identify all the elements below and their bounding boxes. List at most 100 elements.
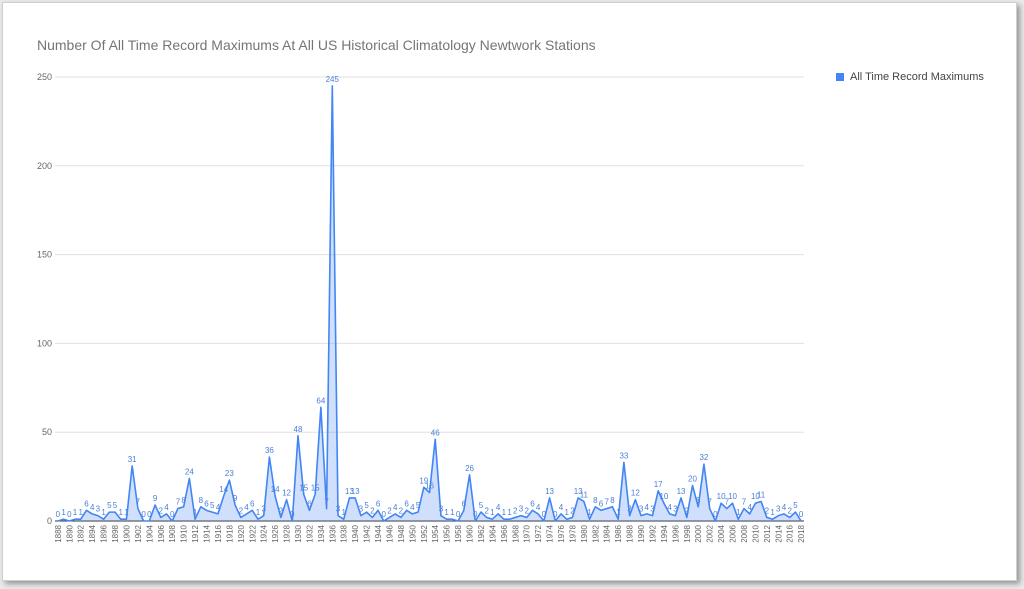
x-tick-label: 1980 [580, 524, 589, 542]
x-tick-label: 1956 [443, 524, 452, 542]
data-label: 2 [370, 506, 375, 515]
data-label: 1 [101, 508, 106, 517]
data-label: 2 [570, 506, 575, 515]
data-label: 24 [185, 467, 194, 476]
x-tick-label: 1920 [237, 524, 246, 542]
x-tick-label: 1934 [317, 524, 326, 542]
data-label: 2 [159, 506, 164, 515]
data-label: 0 [542, 510, 547, 519]
x-tick-label: 1896 [100, 524, 109, 542]
x-tick-label: 2012 [763, 524, 772, 542]
y-tick-label: 0 [47, 516, 52, 526]
data-label: 13 [351, 487, 360, 496]
x-tick-label: 1988 [626, 524, 635, 542]
x-tick-label: 1976 [557, 524, 566, 542]
x-tick-label: 1994 [660, 524, 669, 542]
x-tick-label: 2008 [740, 524, 749, 542]
data-label: 2 [765, 506, 770, 515]
x-tick-label: 1960 [466, 524, 475, 542]
x-tick-label: 1942 [363, 524, 372, 542]
data-label: 4 [536, 503, 541, 512]
data-label: 7 [707, 498, 712, 507]
data-label: 7 [742, 498, 747, 507]
legend-label: All Time Record Maximums [850, 71, 984, 83]
data-label: 0 [382, 510, 387, 519]
data-label: 64 [316, 396, 325, 405]
x-tick-label: 1936 [328, 524, 337, 542]
x-tick-label: 1952 [420, 524, 429, 542]
data-label: 7 [324, 498, 329, 507]
data-label: 33 [619, 451, 628, 460]
data-label: 17 [654, 480, 663, 489]
data-label: 19 [419, 476, 428, 485]
data-label: 2 [513, 506, 518, 515]
x-tick-label: 1898 [111, 524, 120, 542]
data-label: 245 [326, 75, 340, 84]
data-label: 5 [210, 501, 215, 510]
x-tick-label: 1974 [546, 524, 555, 542]
x-tick-label: 1940 [351, 524, 360, 542]
data-label: 3 [261, 505, 266, 514]
data-label: 36 [265, 446, 274, 455]
data-label: 6 [84, 499, 89, 508]
x-tick-label: 2000 [694, 524, 703, 542]
data-label: 7 [136, 498, 141, 507]
x-tick-label: 1962 [477, 524, 486, 542]
data-label: 4 [393, 503, 398, 512]
data-label: 1 [119, 508, 124, 517]
x-tick-label: 1972 [534, 524, 543, 542]
data-label: 1 [450, 508, 455, 517]
data-label: 1 [507, 508, 512, 517]
x-tick-label: 1894 [88, 524, 97, 542]
data-label: 5 [364, 501, 369, 510]
data-label: 3 [359, 505, 364, 514]
x-tick-label: 1904 [145, 524, 154, 542]
y-tick-label: 50 [42, 427, 52, 437]
data-label: 6 [250, 499, 255, 508]
data-label: 1 [502, 508, 507, 517]
data-label: 4 [164, 503, 169, 512]
x-tick-label: 1990 [637, 524, 646, 542]
x-tick-label: 1892 [77, 524, 86, 542]
data-label: 2 [787, 506, 792, 515]
x-tick-label: 2014 [774, 524, 783, 542]
data-label: 3 [673, 505, 678, 514]
data-label: 5 [107, 501, 112, 510]
x-tick-label: 1922 [248, 524, 257, 542]
data-label: 4 [216, 503, 221, 512]
data-label: 2 [524, 506, 529, 515]
data-label: 1 [490, 508, 495, 517]
x-tick-label: 1948 [397, 524, 406, 542]
x-tick-label: 1978 [568, 524, 577, 542]
x-tick-label: 1944 [374, 524, 383, 542]
series-line [57, 85, 802, 522]
x-tick-label: 1992 [648, 524, 657, 542]
x-tick-label: 1930 [294, 524, 303, 542]
x-tick-label: 2004 [717, 524, 726, 542]
data-label: 0 [56, 510, 61, 519]
data-label: 6 [462, 499, 467, 508]
x-tick-label: 1982 [591, 524, 600, 542]
data-label: 2 [399, 506, 404, 515]
data-label: 3 [627, 505, 632, 514]
data-label: 5 [793, 501, 798, 510]
data-label: 5 [479, 501, 484, 510]
data-label: 8 [199, 496, 204, 505]
data-label: 1 [193, 508, 198, 517]
data-label: 10 [717, 492, 726, 501]
x-tick-label: 1938 [340, 524, 349, 542]
data-label: 12 [631, 489, 640, 498]
data-label: 48 [294, 425, 303, 434]
x-tick-label: 1890 [65, 524, 74, 542]
x-tick-label: 1958 [454, 524, 463, 542]
data-label: 1 [256, 508, 261, 517]
data-label: 14 [219, 485, 228, 494]
data-label: 0 [290, 510, 295, 519]
data-label: 1 [770, 508, 775, 517]
x-tick-label: 1932 [305, 524, 314, 542]
data-label: 20 [688, 474, 697, 483]
data-label: 23 [225, 469, 234, 478]
legend-swatch [836, 73, 844, 81]
data-label: 4 [90, 503, 95, 512]
series-area [57, 85, 802, 521]
